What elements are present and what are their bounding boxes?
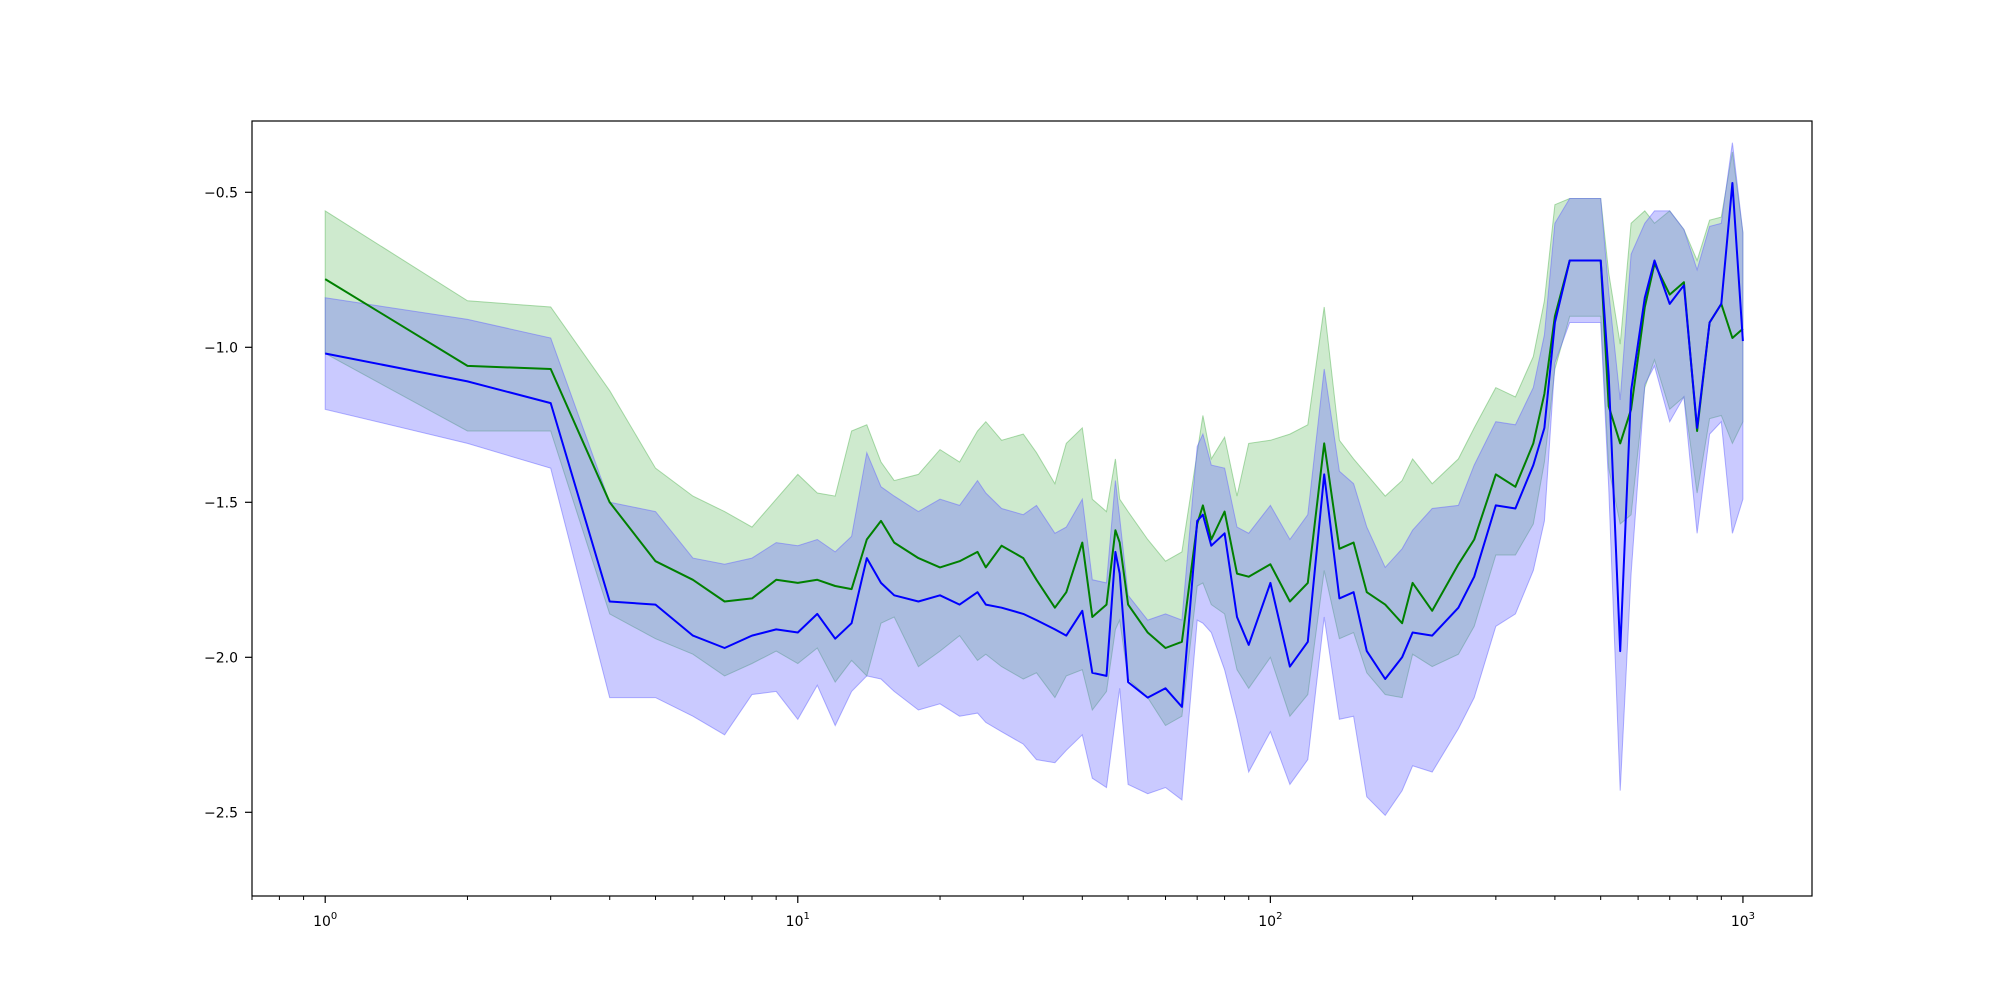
y-axis: −0.5 −1.0 −1.5 −2.0 −2.5 bbox=[204, 185, 252, 821]
x-axis: 100 101 102 103 bbox=[251, 896, 1755, 930]
y-tick-label: −0.5 bbox=[204, 185, 238, 201]
plot-area-frame bbox=[251, 120, 1813, 897]
x-tick-label: 100 bbox=[313, 911, 337, 930]
y-tick-label: −2.5 bbox=[204, 805, 238, 821]
series-2-band bbox=[324, 142, 1744, 817]
x-tick-label: 103 bbox=[1731, 911, 1755, 930]
x-tick-label: 102 bbox=[1258, 911, 1282, 930]
y-tick-label: −2.0 bbox=[204, 650, 238, 666]
x-tick-label: 101 bbox=[786, 911, 810, 930]
y-tick-label: −1.5 bbox=[204, 495, 238, 511]
y-tick-label: −1.0 bbox=[204, 340, 238, 356]
confidence-bands bbox=[324, 142, 1744, 817]
series-2-line bbox=[325, 182, 1744, 708]
series-lines bbox=[324, 182, 1744, 708]
